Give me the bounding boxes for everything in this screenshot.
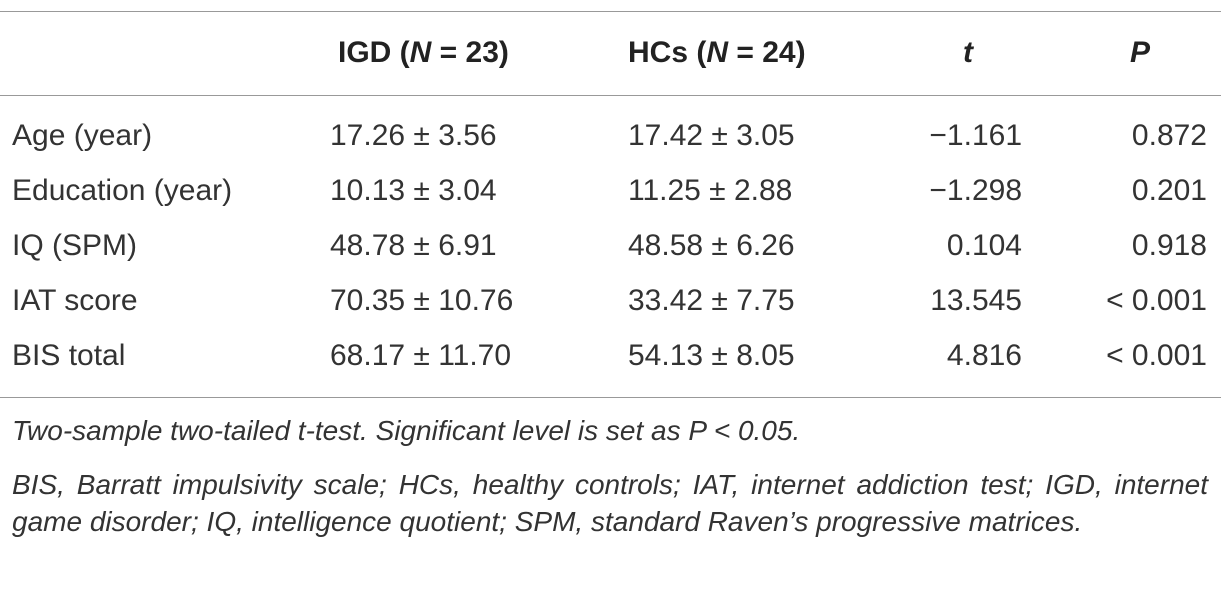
table-cell: 70.35 ± 10.76 — [330, 284, 514, 317]
header-text: = 23) — [431, 36, 509, 69]
table-cell: 54.13 ± 8.05 — [628, 339, 795, 372]
table-cell: 13.545 — [930, 284, 1022, 317]
table-cell: 11.25 ± 2.88 — [628, 174, 793, 207]
header-cell: P — [1090, 25, 1190, 80]
table-cell: < 0.001 — [1106, 339, 1207, 372]
table-cell: −1.298 — [929, 174, 1022, 207]
footnote: Two-sample two-tailed t-test. Significan… — [12, 415, 801, 446]
header-cell: t — [918, 25, 1018, 80]
footnote: BIS, Barratt impulsivity scale; HCs, hea… — [12, 469, 1208, 537]
header-text: IGD ( — [338, 36, 410, 69]
table-cell: 0.872 — [1131, 119, 1207, 152]
table-cell: 4.816 — [946, 339, 1022, 372]
table-cell: < 0.001 — [1106, 284, 1207, 317]
table-cell: 33.42 ± 7.75 — [628, 284, 795, 317]
table-cell: 0.201 — [1131, 174, 1207, 207]
header-text: HCs ( — [628, 36, 707, 69]
table-cell: 17.42 ± 3.05 — [628, 119, 795, 152]
header-cell: IGD (N = 23) — [338, 25, 509, 80]
header-text: N — [409, 36, 432, 69]
top-rule — [0, 11, 1221, 12]
header-text: t — [963, 36, 973, 69]
row-label: Education (year) — [12, 174, 233, 207]
header-cell: HCs (N = 24) — [628, 25, 806, 80]
row-label: IQ (SPM) — [12, 229, 137, 262]
header-rule — [0, 95, 1221, 96]
table-cell: 48.58 ± 6.26 — [628, 229, 795, 262]
table-cell: 0.104 — [946, 229, 1022, 262]
row-label: Age (year) — [12, 119, 153, 152]
table-cell: 10.13 ± 3.04 — [330, 174, 497, 207]
row-label: BIS total — [12, 339, 126, 372]
table-cell: 17.26 ± 3.56 — [330, 119, 497, 152]
table-cell: 68.17 ± 11.70 — [330, 339, 512, 372]
bottom-rule — [0, 397, 1221, 398]
table-cell: −1.161 — [929, 119, 1022, 152]
header-text: N — [706, 36, 729, 69]
table-cell: 48.78 ± 6.91 — [330, 229, 497, 262]
header-text: = 24) — [728, 36, 806, 69]
table-cell: 0.918 — [1131, 229, 1207, 262]
header-text: P — [1129, 36, 1150, 69]
row-label: IAT score — [12, 284, 138, 317]
